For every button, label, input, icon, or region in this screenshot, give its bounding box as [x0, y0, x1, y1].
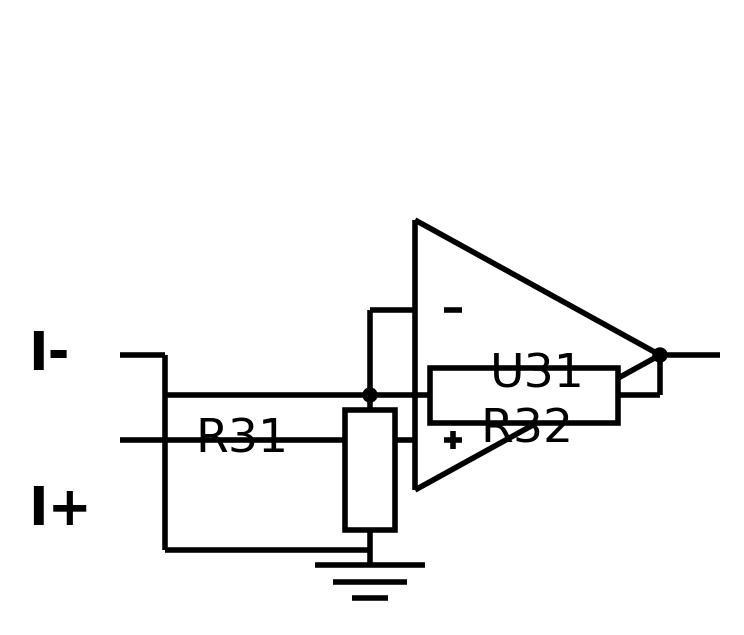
Text: R32: R32: [480, 408, 573, 453]
Text: I+: I+: [28, 484, 92, 536]
Bar: [430, 368, 618, 423]
Text: U31: U31: [490, 352, 585, 398]
Circle shape: [653, 348, 667, 362]
Circle shape: [363, 388, 377, 402]
Text: I-: I-: [28, 329, 69, 381]
Bar: [345, 410, 395, 530]
Text: R31: R31: [195, 417, 288, 462]
